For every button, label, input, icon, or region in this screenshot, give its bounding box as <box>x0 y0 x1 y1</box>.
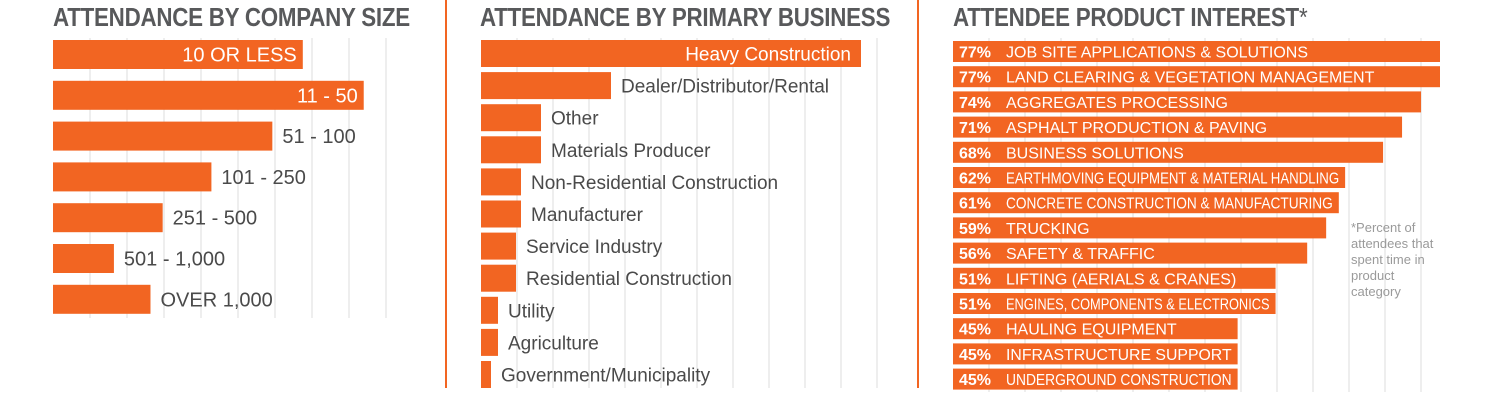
interest-bar <box>953 343 1238 365</box>
business-bar-label: Service Industry <box>526 237 663 258</box>
business-bar <box>481 264 516 292</box>
product-interest-chart: 77% JOB SITE APPLICATIONS & SOLUTIONS 77% L… <box>953 38 1440 392</box>
business-bar-label: Utility <box>508 301 555 322</box>
interest-bar <box>953 267 1276 289</box>
business-bar-label: Other <box>551 109 599 130</box>
interest-value-label: 45% <box>959 322 991 339</box>
company-size-title: ATTENDANCE BY COMPANY SIZE <box>53 2 410 32</box>
business-bar <box>481 40 861 67</box>
business-bar <box>481 200 521 228</box>
size-bar <box>53 284 151 314</box>
interest-bar <box>953 91 1422 113</box>
product-interest-panel: ATTENDEE PRODUCT INTEREST* <box>920 0 1500 400</box>
size-bar <box>53 203 163 233</box>
size-bar <box>53 80 364 110</box>
size-bar-label: 51 - 100 <box>282 126 355 148</box>
primary-business-chart: Heavy Construction Dealer/Distributor/Ren… <box>481 38 878 388</box>
interest-bar <box>953 368 1238 390</box>
business-bar <box>481 72 611 100</box>
business-bar-label: Agriculture <box>508 333 599 354</box>
size-bar-label: 501 - 1,000 <box>124 249 225 271</box>
footnote: *Percent of attendees that spent time in… <box>1351 220 1434 299</box>
panel-divider <box>917 0 919 388</box>
interest-bar <box>953 217 1327 239</box>
interest-category-label: EARTHMOVING EQUIPMENT & MATERIAL HANDLIN… <box>1006 171 1339 188</box>
size-bar-label: OVER 1,000 <box>160 289 272 311</box>
interest-value-label: 51% <box>959 297 991 314</box>
size-bar <box>53 162 212 192</box>
interest-value-label: 77% <box>959 45 991 62</box>
primary-business-panel: ATTENDANCE BY PRIMARY BUSINESS <box>450 0 916 400</box>
interest-value-label: 45% <box>959 372 991 389</box>
product-interest-title-text: ATTENDEE PRODUCT INTEREST <box>953 2 1299 32</box>
size-bar <box>53 121 273 151</box>
interest-bar <box>953 66 1440 88</box>
business-bar <box>481 361 491 388</box>
business-bar-label: Dealer/Distributor/Rental <box>621 77 829 98</box>
interest-category-label: LIFTING (AERIALS & CRANES) <box>1006 271 1236 288</box>
business-bar <box>481 296 498 324</box>
interest-bar <box>953 192 1339 214</box>
interest-category-label: SAFETY & TRAFFIC <box>1006 246 1155 263</box>
interest-category-label: TRUCKING <box>1006 221 1090 238</box>
interest-value-label: 77% <box>959 70 991 87</box>
size-bar-label: 251 - 500 <box>173 208 258 230</box>
interest-category-label: AGGREGATES PROCESSING <box>1006 95 1228 112</box>
interest-category-label: HAULING EQUIPMENT <box>1006 322 1177 339</box>
business-bar-label: Heavy Construction <box>685 45 851 66</box>
interest-bar <box>953 293 1276 314</box>
size-bar <box>53 40 303 69</box>
business-bar <box>481 232 516 260</box>
size-bar <box>53 244 114 273</box>
interest-bar <box>953 141 1384 163</box>
business-bar-label: Government/Municipality <box>501 366 711 387</box>
size-bar-label: 10 OR LESS <box>182 45 297 67</box>
interest-bar <box>953 318 1238 340</box>
interest-category-label: BUSINESS SOLUTIONS <box>1006 145 1184 162</box>
interest-value-label: 45% <box>959 347 991 364</box>
business-bar-label: Manufacturer <box>531 205 644 226</box>
primary-business-title: ATTENDANCE BY PRIMARY BUSINESS <box>480 2 891 32</box>
business-bar <box>481 104 541 132</box>
title-asterisk: * <box>1298 2 1308 32</box>
interest-category-label: ENGINES, COMPONENTS & ELECTRONICS <box>1006 297 1270 314</box>
interest-category-label: LAND CLEARING & VEGETATION MANAGEMENT <box>1006 70 1375 87</box>
panel-divider <box>445 0 447 388</box>
business-bar <box>481 168 521 196</box>
size-bar-label: 11 - 50 <box>297 85 358 107</box>
interest-value-label: 56% <box>959 246 991 263</box>
size-bar-label: 101 - 250 <box>221 167 306 189</box>
interest-value-label: 68% <box>959 145 991 162</box>
interest-value-label: 51% <box>959 271 991 288</box>
interest-category-label: UNDERGROUND CONSTRUCTION <box>1006 372 1232 389</box>
product-interest-title: ATTENDEE PRODUCT INTEREST* <box>953 2 1308 33</box>
company-size-panel: ATTENDANCE BY COMPANY SIZE <box>0 0 440 400</box>
interest-bar <box>953 167 1346 188</box>
interest-category-label: JOB SITE APPLICATIONS & SOLUTIONS <box>1006 45 1308 62</box>
interest-value-label: 61% <box>959 196 991 213</box>
interest-value-label: 59% <box>959 221 991 238</box>
interest-value-label: 74% <box>959 95 991 112</box>
interest-value-label: 71% <box>959 120 991 137</box>
interest-category-label: ASPHALT PRODUCTION & PAVING <box>1006 120 1267 137</box>
business-bar-label: Materials Producer <box>551 141 711 162</box>
interest-category-label: INFRASTRUCTURE SUPPORT <box>1006 347 1232 364</box>
interest-category-label: CONCRETE CONSTRUCTION & MANUFACTURING <box>1006 196 1333 213</box>
interest-bar <box>953 242 1308 264</box>
interest-bar <box>953 41 1440 62</box>
business-bar-label: Residential Construction <box>526 269 732 290</box>
business-bar-label: Non-Residential Construction <box>531 173 778 194</box>
interest-bar <box>953 116 1403 138</box>
interest-value-label: 62% <box>959 171 991 188</box>
business-bar <box>481 328 498 356</box>
business-bar <box>481 136 541 164</box>
